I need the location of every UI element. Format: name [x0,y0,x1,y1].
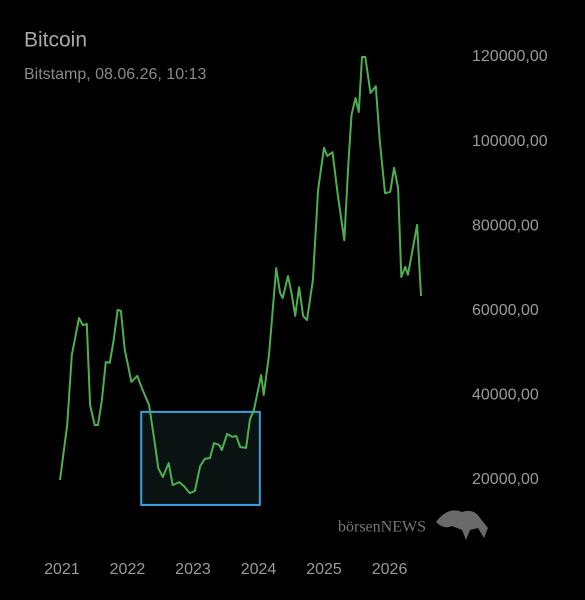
x-tick-label: 2025 [306,561,342,578]
watermark: börsenNEWS [338,519,426,536]
chart-subtitle: Bitstamp, 08.06.26, 10:13 [24,66,206,83]
y-tick-label: 60000,00 [472,302,539,319]
x-tick-label: 2024 [241,561,277,578]
y-tick-label: 40000,00 [472,387,539,404]
watermark-icon [436,510,488,540]
x-tick-label: 2023 [175,561,211,578]
price-line [59,56,422,495]
x-tick-label: 2021 [44,561,80,578]
y-tick-label: 20000,00 [472,471,539,488]
y-tick-label: 100000,00 [472,133,548,150]
x-tick-label: 2026 [372,561,408,578]
y-tick-label: 120000,00 [472,48,548,65]
chart-title: Bitcoin [24,29,87,52]
y-tick-label: 80000,00 [472,217,539,234]
highlight-box [140,410,261,506]
x-tick-label: 2022 [110,561,146,578]
